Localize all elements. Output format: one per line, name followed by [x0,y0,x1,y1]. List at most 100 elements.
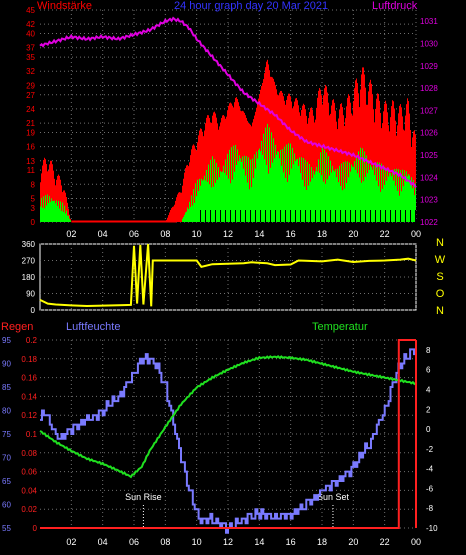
wind-mean-bar [277,151,278,222]
wind-mean-bar [389,172,390,222]
wind-gust-bar [327,92,328,222]
wind-gust-bar [368,91,369,222]
wind-mean-bar [253,178,254,222]
x-tick-label: 14 [254,537,264,547]
wind-gust-bar [319,88,320,222]
x-tick-label: 12 [223,537,233,547]
pressure-tick-label: 1026 [420,129,438,138]
x-tick-label: 06 [129,537,139,547]
wind-calm-bar [345,210,346,222]
wind-mean-bar [300,172,301,222]
wind-mean-bar [258,150,259,222]
wind-gust-bar [249,123,250,222]
wind-mean-bar [186,211,187,222]
wind-mean-bar [243,168,244,222]
x-tick-label: 14 [254,229,264,239]
wind-mean-bar [331,172,332,222]
wind-tick-label: 45 [26,6,35,15]
temperature-tick-label: 0 [426,425,431,434]
x-tick-label: 02 [66,537,76,547]
wind-mean-bar [285,177,286,222]
wind-gust-bar [371,83,372,222]
wind-gust-bar [191,149,192,222]
wind-mean-bar [45,195,46,222]
wind-gust-bar [60,179,61,222]
wind-calm-bar [250,210,251,222]
wind-tick-label: 24 [26,105,35,114]
wind-gust-bar [367,104,368,222]
wind-mean-bar [268,173,269,222]
wind-mean-bar [241,161,242,222]
wind-mean-bar [401,191,402,222]
wind-gust-bar [365,87,366,222]
wind-gust-bar [363,67,364,222]
wind-mean-bar [229,149,230,222]
wind-mean-bar [250,159,251,222]
wind-mean-bar [304,186,305,222]
wind-mean-bar [42,207,43,222]
wind-mean-bar [395,185,396,222]
wind-mean-bar [368,160,369,222]
wind-mean-bar [270,167,271,222]
wind-mean-bar [237,149,238,222]
wind-gust-bar [342,107,343,222]
wind-mean-bar [183,217,184,222]
wind-calm-bar [415,210,416,222]
wind-gust-bar [347,97,348,222]
wind-gust-bar [310,108,311,222]
wind-mean-bar [350,171,351,222]
wind-gust-bar [356,78,357,222]
wind-mean-bar [382,188,383,222]
x-tick-label: 08 [160,537,170,547]
wind-mean-bar [375,162,376,222]
wind-gust-bar [187,164,188,222]
wind-mean-bar [282,149,283,222]
wind-gust-bar [51,160,52,222]
wind-gust-bar [169,212,170,222]
wind-gust-bar [203,136,204,222]
temperature-tick-label: 6 [426,366,431,375]
wind-tick-label: 42 [26,20,35,29]
wind-mean-bar [217,179,218,222]
wind-mean-bar [372,169,373,222]
wind-mean-bar [202,180,203,222]
temperature-tick-label: -4 [426,465,434,474]
wind-mean-bar [41,197,42,222]
wind-mean-bar [362,148,363,222]
wind-mean-bar [207,181,208,222]
wind-mean-bar [204,175,205,222]
wind-gust-bar [314,122,315,222]
wind-calm-bar [305,210,306,222]
wind-gust-bar [251,126,252,222]
wind-mean-bar [266,164,267,222]
wind-mean-bar [278,151,279,222]
wind-gust-bar [185,168,186,222]
wind-mean-bar [326,152,327,222]
wind-gust-bar [213,112,214,222]
wind-gust-bar [200,128,201,222]
wind-mean-bar [283,172,284,222]
wind-gust-bar [340,104,341,222]
wind-calm-bar [365,210,366,222]
wind-mean-bar [367,173,368,222]
wind-gust-bar [285,104,286,222]
wind-gust-bar [46,164,47,222]
wind-mean-bar [273,138,274,222]
wind-calm-bar [225,210,226,222]
wind-mean-bar [226,175,227,222]
wind-mean-bar [235,144,236,222]
wind-calm-bar [355,210,356,222]
pressure-tick-label: 1029 [420,62,438,71]
direction-tick-label: 360 [22,240,36,249]
chart-labels: Windstärke 24 hour graph day 20 Mar 2021… [1,0,418,333]
wind-mean-bar [294,153,295,222]
wind-gust-bar [270,76,271,223]
wind-mean-bar [286,144,287,222]
wind-gust-bar [266,61,267,223]
wind-gust-bar [167,217,168,222]
wind-gust-bar [361,74,362,222]
wind-gust-bar [382,123,383,222]
wind-mean-bar [196,196,197,222]
wind-tick-label: 3 [31,204,36,213]
wind-mean-bar [415,183,416,222]
